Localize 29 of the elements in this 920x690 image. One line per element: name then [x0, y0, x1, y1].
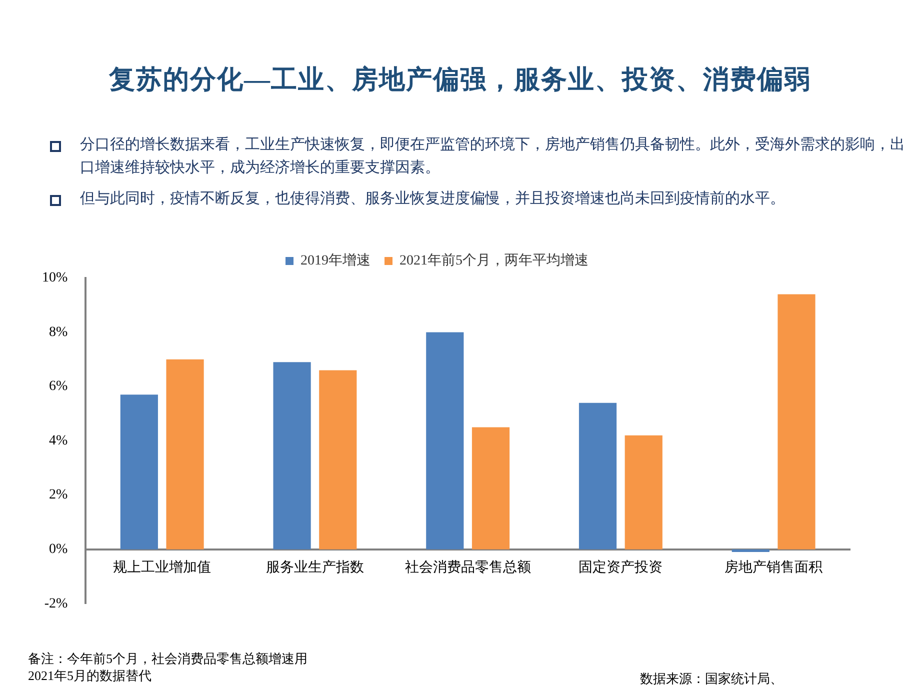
bar: [732, 549, 770, 552]
y-tick-label: 8%: [48, 324, 68, 340]
x-tick-label: 固定资产投资: [578, 559, 663, 576]
bar: [319, 370, 357, 550]
bar: [778, 294, 816, 550]
y-tick-label: -2%: [44, 596, 68, 612]
chart-title: 复苏的分化—工业、房地产偏强，服务业、投资、消费偏弱: [108, 64, 812, 96]
text: 分口径的增长数据来看，工业生产快速恢复，即便在严监管的环境下，房地产销售仍具备韧性。此外，受海外需求的影响，出口增速维持较快水平，成为经济增长的重要支撑因素。: [80, 135, 906, 178]
text: 备注：今年前5个月，社会消费品零售总额增速用2021年5月的数据替代: [28, 650, 308, 684]
legend-label: 2019年增速: [300, 252, 370, 269]
x-tick-label: 服务业生产指数: [266, 559, 364, 576]
bar: [120, 394, 158, 550]
source-note: 数据来源：国家统计局、: [640, 670, 783, 688]
x-tick-label: 社会消费品零售总额: [404, 559, 531, 576]
y-tick-label: 6%: [48, 379, 68, 394]
bar: [578, 402, 617, 550]
bar: [426, 332, 464, 550]
bar: [273, 362, 311, 550]
text: 但与此同时，疫情不断反复，也使得消费、服务业恢复进度偏慢，并且投资增速也尚未回到疫情前的水平。: [80, 189, 785, 209]
y-tick-label: 10%: [42, 270, 68, 286]
bar: [166, 359, 204, 550]
legend-label: 2021年前5个月，两年平均增速: [400, 252, 588, 269]
x-tick-label: 规上工业增加值: [113, 559, 212, 576]
x-tick-label: 房地产销售面积: [724, 559, 823, 576]
y-tick-label: 2%: [48, 488, 68, 503]
bar: [472, 427, 510, 550]
bar: [624, 435, 662, 550]
y-tick-label: 0%: [48, 542, 68, 558]
y-tick-label: 4%: [48, 433, 68, 448]
